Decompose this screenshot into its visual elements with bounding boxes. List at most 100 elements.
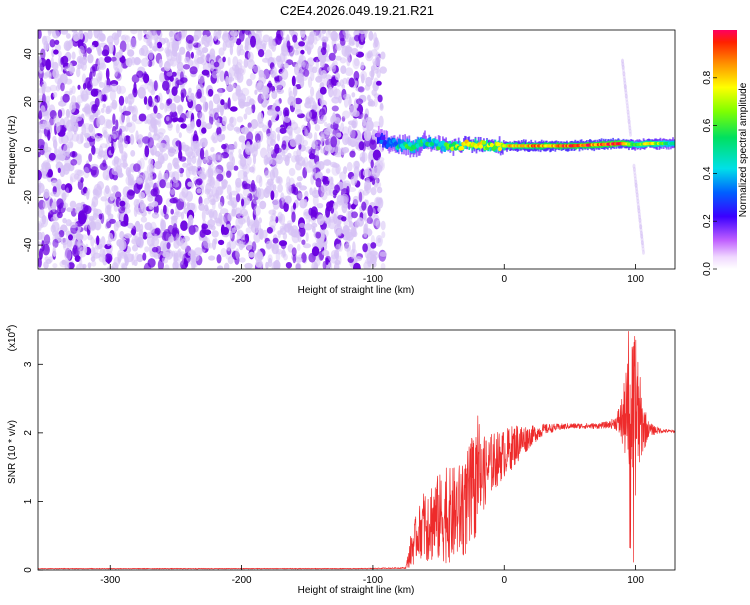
noise-blob <box>309 31 317 37</box>
noise-blob <box>363 223 368 234</box>
noise-blob <box>305 212 311 225</box>
noise-blob <box>314 30 321 42</box>
noise-blob <box>51 180 59 187</box>
colorbar-tick-label: 0.8 <box>702 70 713 84</box>
noise-blob <box>102 159 107 167</box>
noise-blob <box>173 144 179 155</box>
noise-blob <box>292 96 296 108</box>
noise-blob <box>276 133 281 142</box>
noise-blob <box>245 106 253 115</box>
noise-blob <box>354 160 360 169</box>
noise-blob <box>349 129 358 139</box>
noise-blob <box>123 140 128 148</box>
noise-blob <box>87 262 92 269</box>
noise-blob <box>211 199 215 205</box>
noise-blob <box>247 219 255 229</box>
noise-blob <box>142 231 148 240</box>
noise-blob <box>77 179 84 191</box>
noise-blob <box>78 247 87 258</box>
noise-blob <box>290 121 299 131</box>
noise-blob <box>343 33 352 43</box>
noise-blob <box>175 259 182 269</box>
noise-blob <box>177 117 184 123</box>
noise-blob <box>217 30 222 36</box>
noise-blob <box>191 119 195 128</box>
noise-blob <box>177 104 183 116</box>
noise-blob <box>244 262 253 269</box>
noise-blob <box>373 251 379 259</box>
noise-blob <box>343 220 349 226</box>
noise-blob <box>169 197 178 204</box>
noise-blob <box>365 177 371 186</box>
noise-blob <box>126 203 131 209</box>
noise-blob <box>255 30 263 33</box>
noise-blob <box>319 108 326 118</box>
noise-blob <box>213 169 223 175</box>
noise-blob <box>61 192 67 202</box>
noise-blob <box>50 191 58 197</box>
signal-mid-cell <box>444 146 446 152</box>
noise-blob <box>165 48 170 58</box>
streak-cell <box>636 198 640 204</box>
signal-mid-cell <box>495 145 498 152</box>
noise-blob <box>356 217 364 227</box>
noise-blob <box>53 115 60 127</box>
noise-blob <box>241 198 245 207</box>
noise-blob <box>237 229 244 237</box>
signal-core-cell <box>459 145 465 151</box>
noise-blob <box>127 49 135 57</box>
noise-blob <box>309 104 318 111</box>
noise-blob <box>306 95 314 104</box>
noise-blob <box>124 253 128 264</box>
noise-blob <box>316 214 325 226</box>
noise-blob <box>249 72 256 81</box>
noise-blob <box>168 236 175 243</box>
noise-blob <box>76 114 83 122</box>
noise-blob <box>370 242 377 249</box>
noise-blob <box>282 248 286 257</box>
noise-blob <box>283 115 291 123</box>
noise-blob <box>320 69 328 79</box>
noise-blob <box>275 55 282 63</box>
noise-blob <box>235 216 244 229</box>
noise-blob <box>41 214 47 225</box>
noise-blob <box>114 66 119 77</box>
noise-blob <box>92 212 99 221</box>
noise-blob <box>117 172 124 178</box>
noise-blob <box>146 31 153 39</box>
noise-blob <box>179 191 187 202</box>
noise-blob <box>232 56 239 67</box>
noise-blob <box>81 93 90 101</box>
signal-mid-cell <box>486 139 488 145</box>
noise-blob <box>276 88 285 95</box>
noise-blob <box>332 189 338 196</box>
noise-blob <box>48 73 52 79</box>
noise-blob <box>91 145 96 155</box>
noise-blob <box>131 57 136 66</box>
noise-blob <box>352 57 360 70</box>
noise-blob <box>304 116 310 122</box>
noise-blob <box>156 41 163 49</box>
noise-blob <box>296 243 301 251</box>
spectrogram-noise-field <box>38 30 388 269</box>
noise-blob <box>83 205 92 215</box>
noise-blob <box>306 121 311 134</box>
noise-blob <box>378 197 384 209</box>
noise-blob <box>342 225 350 234</box>
noise-blob <box>90 166 100 178</box>
noise-blob <box>344 243 351 252</box>
noise-blob <box>41 93 46 106</box>
noise-blob <box>196 118 202 128</box>
noise-blob <box>346 161 353 172</box>
signal-mid-cell <box>465 142 467 149</box>
noise-blob <box>90 44 95 50</box>
noise-blob <box>62 241 67 249</box>
noise-blob <box>112 113 116 125</box>
noise-blob <box>222 227 229 235</box>
noise-blob <box>120 220 129 227</box>
noise-blob <box>148 49 154 61</box>
noise-blob <box>296 176 303 182</box>
noise-blob <box>164 142 170 150</box>
noise-blob <box>292 85 298 97</box>
